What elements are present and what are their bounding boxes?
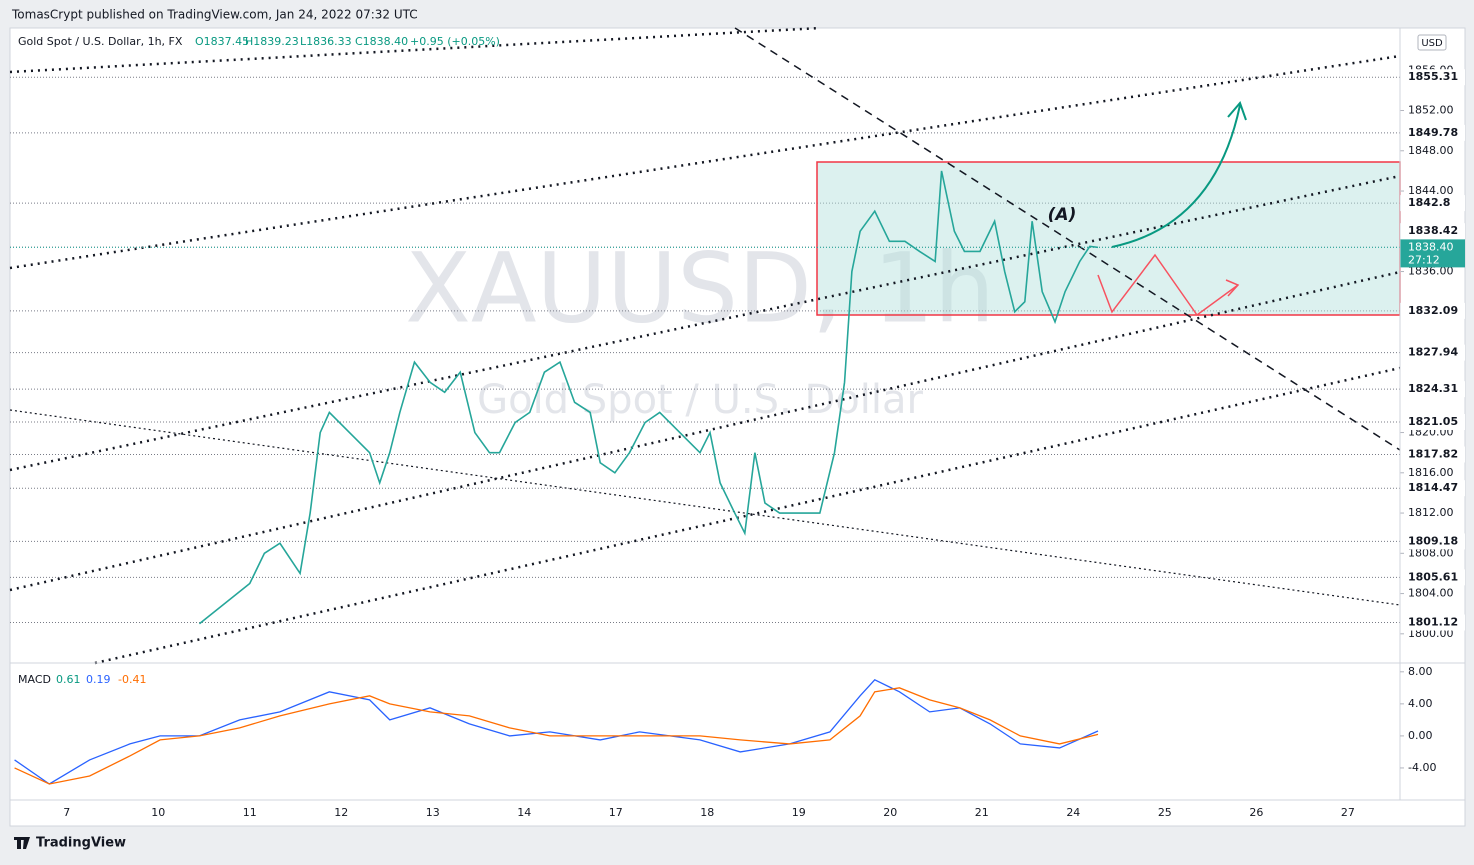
ohlc-high: H1839.23 xyxy=(245,35,299,48)
price-pane: 1800.001804.001808.001812.001816.001820.… xyxy=(10,63,1465,640)
macd-pane: 8.00 4.00 0.00 -4.00 xyxy=(14,665,1436,785)
arrow-head xyxy=(1227,101,1247,121)
brand[interactable]: TradingView xyxy=(36,836,126,851)
y-tick-label: 1844.00 xyxy=(1408,184,1454,197)
x-tick-label: 27 xyxy=(1341,806,1355,819)
level-badge xyxy=(1400,569,1465,586)
level-badge xyxy=(1400,381,1465,398)
hist-value: -0.41 xyxy=(118,673,146,686)
level-label: 1817.82 xyxy=(1408,447,1458,460)
signal-value: 0.19 xyxy=(86,673,111,686)
ohlc-change: +0.95 (+0.05%) xyxy=(410,35,500,48)
level-badge xyxy=(1400,614,1465,631)
level-label: 1827.94 xyxy=(1408,346,1458,359)
projection-arrow xyxy=(1111,104,1241,248)
level-label: 1814.47 xyxy=(1408,481,1458,494)
last-price-badge xyxy=(1400,239,1465,268)
chart-panel xyxy=(9,27,1466,827)
x-tick-label: 11 xyxy=(243,806,257,819)
level-badge xyxy=(1400,446,1465,463)
level-label: 1809.18 xyxy=(1408,534,1458,547)
published-line: TomasCrypt published on TradingView.com,… xyxy=(11,8,418,22)
level-badge xyxy=(1400,413,1465,430)
level-badge xyxy=(1400,69,1465,86)
y-tick-label: 1812.00 xyxy=(1408,506,1454,519)
trend-line xyxy=(9,409,1401,606)
level-label: 1842.8 xyxy=(1408,196,1450,209)
ohlc-open: O1837.45 xyxy=(195,35,249,48)
level-label: 1832.09 xyxy=(1408,304,1458,317)
x-tick-label: 26 xyxy=(1249,806,1263,819)
watermark: XAUUSD, 1h xyxy=(405,232,995,344)
macd-title: MACD xyxy=(18,673,51,686)
macd-y-tick-label: -4.00 xyxy=(1408,761,1436,774)
x-tick-label: 24 xyxy=(1066,806,1080,819)
x-tick-label: 19 xyxy=(792,806,806,819)
currency[interactable]: USD xyxy=(1421,38,1443,49)
time-axis: 7 10 11 12 13 14 17 18 19 20 21 24 25 26 27 xyxy=(63,806,1355,819)
y-tick-label: 1808.00 xyxy=(1408,546,1454,559)
y-tick-label: 1816.00 xyxy=(1408,466,1454,479)
y-tick-label: 1836.00 xyxy=(1408,265,1454,278)
level-badge xyxy=(1400,124,1465,141)
x-tick-label: 7 xyxy=(63,806,70,819)
zigzag-head xyxy=(1225,279,1240,297)
watermark-sub: Gold Spot / U.S. Dollar xyxy=(477,377,923,423)
dashed-line xyxy=(734,27,1401,451)
ohlc-close: C1838.40 xyxy=(355,35,408,48)
level-label: 1805.61 xyxy=(1408,570,1458,583)
x-tick-label: 17 xyxy=(609,806,623,819)
y-tick-label: 1848.00 xyxy=(1408,144,1454,157)
macd-line xyxy=(14,687,1099,785)
x-tick-label: 14 xyxy=(517,806,531,819)
level-badge xyxy=(1400,223,1465,240)
brand-logo[interactable] xyxy=(14,837,30,849)
x-tick-label: 20 xyxy=(883,806,897,819)
level-badge xyxy=(1400,480,1465,497)
level-label: 1838.42 xyxy=(1408,224,1458,237)
ohlc-low: L1836.33 xyxy=(300,35,352,48)
level-badge xyxy=(1400,344,1465,361)
zigzag xyxy=(1097,253,1239,317)
macd-y-tick-label: 4.00 xyxy=(1408,697,1433,710)
y-tick-label: 1852.00 xyxy=(1408,104,1454,117)
level-label: 1824.31 xyxy=(1408,382,1458,395)
macd-legend: 0.61 0.19 -0.41 xyxy=(56,673,146,686)
last-price-label: 1838.40 xyxy=(1408,240,1454,253)
level-badge xyxy=(1400,533,1465,550)
y-tick-label: 1804.00 xyxy=(1408,587,1454,600)
x-tick-label: 18 xyxy=(700,806,714,819)
x-tick-label: 25 xyxy=(1158,806,1172,819)
level-label: 1801.12 xyxy=(1408,616,1458,629)
countdown: 27:12 xyxy=(1408,253,1440,266)
level-label: 1821.05 xyxy=(1408,415,1458,428)
channel-line xyxy=(94,366,1401,665)
currency-box[interactable] xyxy=(1417,34,1447,51)
level-badge xyxy=(1400,195,1465,212)
x-tick-label: 21 xyxy=(975,806,989,819)
macd-y-tick-label: 0.00 xyxy=(1408,729,1433,742)
macd-value: 0.61 xyxy=(56,673,81,686)
price-line xyxy=(198,170,1099,625)
level-label: 1855.31 xyxy=(1408,70,1458,83)
level-label: 1849.78 xyxy=(1408,126,1458,139)
x-tick-label: 10 xyxy=(151,806,165,819)
level-badge xyxy=(1400,302,1465,319)
range-box xyxy=(816,161,1401,316)
symbol: Gold Spot / U.S. Dollar, 1h, FX xyxy=(18,35,183,48)
wave-label: (A) xyxy=(1048,205,1077,225)
x-tick-label: 12 xyxy=(334,806,348,819)
x-tick-label: 13 xyxy=(426,806,440,819)
macd-y-tick-label: 8.00 xyxy=(1408,665,1433,678)
